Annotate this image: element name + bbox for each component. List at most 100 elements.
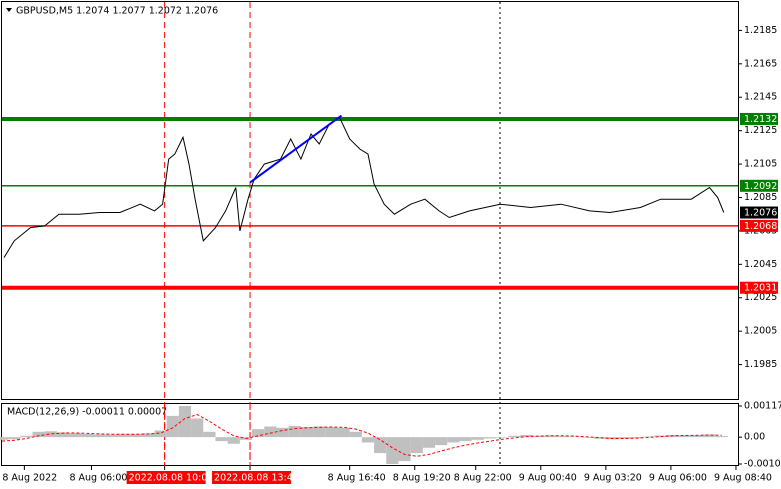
macd-bar (142, 433, 155, 438)
macd-bar (178, 406, 192, 438)
x-tick-label: 9 Aug 06:00 (649, 473, 707, 484)
macd-bar (349, 431, 362, 438)
x-tick-highlight (212, 471, 292, 484)
y-tick-label: 0.00117 (744, 401, 781, 412)
signal-line (1, 413, 722, 457)
macd-bar (44, 431, 57, 438)
macd-bar (386, 437, 399, 464)
level-label-box (740, 112, 778, 125)
macd-bar (20, 435, 33, 438)
level-label: 1.2068 (744, 221, 777, 232)
y-tick-label: 1.2025 (744, 292, 777, 303)
level-label: 1.2031 (744, 283, 777, 294)
macd-bar (117, 433, 131, 438)
macd-bar (618, 437, 631, 439)
y-tick-label: -0.00101 (744, 459, 781, 470)
macd-bar (300, 427, 314, 438)
macd-bar (569, 436, 582, 438)
macd-bar (191, 418, 204, 438)
macd-bar (288, 425, 301, 438)
macd-bar (435, 437, 448, 446)
y-tick-label: 1.2105 (744, 159, 777, 170)
macd-bar (593, 437, 606, 439)
symbol-arrow (6, 8, 12, 12)
x-tick-label: 2022.08.08 10:05 (129, 473, 214, 484)
macd-bar (215, 437, 228, 442)
macd-bar (227, 437, 240, 444)
level-label-box (740, 179, 778, 192)
price-line (3, 116, 725, 258)
macd-bar (337, 427, 350, 438)
macd-bar (0, 437, 9, 440)
macd-title: MACD(12,26,9) -0.00011 0.00007 (7, 407, 167, 418)
level-label: 1.2092 (744, 181, 777, 192)
y-tick-label: 1.2145 (744, 92, 777, 103)
macd-bar (557, 436, 570, 438)
x-tick-label: 8 Aug 2022 (2, 473, 57, 484)
macd-bar (374, 437, 387, 454)
macd-bar (105, 434, 118, 438)
macd-bar (496, 437, 509, 438)
macd-bar (154, 430, 167, 438)
trendline (249, 114, 343, 184)
current-price-box (740, 206, 778, 219)
x-tick-highlight (126, 471, 206, 484)
chart-title: GBPUSD,M5 1.2074 1.2077 1.2072 1.2076 (16, 6, 218, 17)
macd-bar (459, 437, 472, 442)
x-tick-label: 2022.08.08 13:40 (214, 473, 299, 484)
x-tick-label: 9 Aug 08:40 (714, 473, 772, 484)
macd-bar (32, 431, 45, 438)
macd-bar (508, 435, 521, 438)
x-tick-label: 8 Aug 16:40 (328, 473, 386, 484)
macd-bar (8, 437, 21, 440)
macd-bar (252, 429, 265, 438)
macd-bar (81, 433, 94, 438)
x-tick-label: 8 Aug 06:00 (69, 473, 127, 484)
y-tick-label: 1.2085 (744, 192, 777, 203)
y-tick-label: 1.2005 (744, 326, 777, 337)
level-label-box (740, 281, 778, 294)
current-price-label: 1.2076 (744, 208, 777, 219)
macd-bar (264, 426, 277, 438)
level-label-box (740, 219, 778, 232)
macd-bar (313, 426, 326, 438)
macd-bar (69, 433, 82, 438)
macd-bar (703, 434, 716, 438)
macd-bar (361, 437, 375, 443)
y-tick-label: 0.00 (744, 432, 765, 443)
macd-bar (325, 427, 338, 438)
y-tick-label: 1.2045 (744, 259, 777, 270)
macd-bar (483, 437, 497, 439)
x-tick-label: 8 Aug 19:20 (393, 473, 451, 484)
x-tick-label: 9 Aug 00:40 (519, 473, 577, 484)
y-tick-label: 1.2165 (744, 58, 777, 69)
macd-bar (691, 435, 704, 438)
level-label: 1.2132 (744, 114, 777, 125)
macd-bar (93, 434, 106, 438)
macd-bar (630, 437, 643, 439)
macd-bar (203, 431, 216, 438)
y-tick-label: 1.1985 (744, 359, 777, 370)
price-panel-frame (1, 1, 739, 400)
macd-bar (422, 437, 436, 448)
macd-bar (715, 436, 728, 438)
macd-bar (471, 437, 484, 440)
macd-bar (520, 435, 533, 438)
macd-bar (532, 435, 545, 438)
x-tick-label: 9 Aug 03:20 (584, 473, 642, 484)
y-tick-label: 1.2185 (744, 25, 777, 36)
macd-bar (679, 435, 692, 438)
macd-panel-frame (1, 403, 739, 466)
macd-bar (56, 432, 70, 438)
macd-bar (398, 437, 411, 462)
macd-bar (447, 437, 460, 443)
x-tick-label: 8 Aug 22:00 (454, 473, 512, 484)
y-tick-label: 1.2125 (744, 125, 777, 136)
macd-bar (410, 437, 423, 454)
macd-bar (166, 415, 179, 438)
macd-bar (544, 435, 558, 438)
macd-bar (130, 433, 143, 438)
